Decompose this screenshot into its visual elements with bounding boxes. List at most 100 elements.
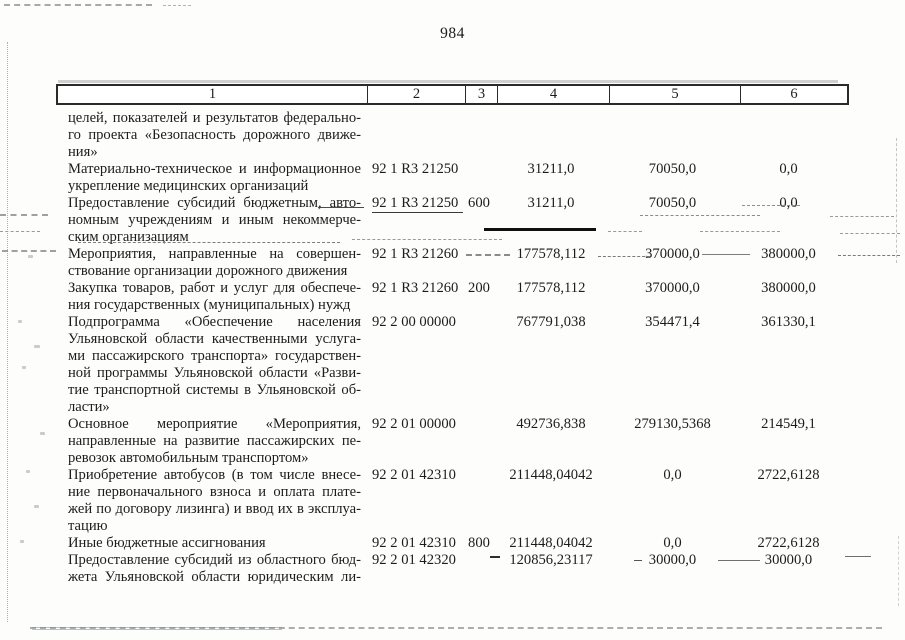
description-line: ми пассажирского транспорта» государстве… (68, 348, 361, 364)
column-header-2: 2 (367, 86, 465, 103)
column-header-3: 3 (465, 86, 497, 103)
scan-artifact-left-margin-line (7, 42, 8, 622)
description-line: Иные бюджетные ассигнования (68, 535, 266, 551)
cell-budget-code: 92 1 R3 21260 (365, 246, 463, 263)
cell-amount-col4: 211448,04042 (509, 467, 593, 483)
cell-budget-code: 92 2 01 42310 (365, 467, 463, 484)
scan-artifact-dash (840, 233, 900, 234)
cell-description: Приобретение автобусов (в том числе внес… (56, 467, 365, 535)
table-row: Закупка товаров, работ и услуг для обесп… (56, 280, 849, 314)
cell-amount-col5: 370000,0 (645, 246, 700, 262)
column-header-4: 4 (497, 86, 609, 103)
cell-description: Закупка товаров, работ и услуг для обесп… (56, 280, 365, 314)
description-line: ной программы Ульяновской области «Разви… (68, 365, 361, 381)
description-line: Приобретение автобусов (в том числе внес… (68, 467, 361, 483)
description-line: ние первоначального взноса и оплата плат… (68, 484, 361, 500)
scan-artifact-bottom-noise (32, 627, 282, 630)
cell-amount-col5: 70050,0 (648, 161, 697, 177)
cell-amount-col4: 767791,038 (516, 314, 586, 330)
scan-artifact-speck (26, 470, 30, 473)
description-line: Материально-техническое и информационное (68, 161, 361, 177)
cell-expense-type: 200 (468, 280, 490, 296)
description-line: укрепление медицинских организаций (68, 178, 309, 194)
description-line: Подпрограмма «Обеспечение населения (68, 314, 361, 330)
description-line: направленные на развитие пассажирских пе… (68, 433, 361, 449)
description-line: ласти» (68, 399, 110, 415)
cell-amount-col6: 30000,0 (764, 552, 813, 568)
cell-budget-code: 92 2 00 00000 (365, 314, 463, 331)
cell-amount-col5: 70050,0 (648, 195, 697, 211)
scan-artifact-right-margin-line (898, 536, 899, 606)
cell-amount-col4: 31211,0 (527, 161, 575, 177)
table-row: Предоставление субсидий из областного бю… (56, 552, 849, 586)
cell-description: Иные бюджетные ассигнования (56, 535, 365, 552)
cell-amount-col6: 2722,6128 (757, 535, 820, 551)
cell-description: Подпрограмма «Обеспечение населения Ульян… (56, 314, 365, 416)
scan-artifact-dash (0, 214, 48, 216)
cell-amount-col5: 0,0 (663, 467, 682, 483)
description-line: тацию (68, 518, 108, 534)
cell-amount-col6: 2722,6128 (757, 467, 820, 483)
table-row: Основное мероприятие «Мероприятия, направ… (56, 416, 849, 467)
scan-artifact-speck (34, 345, 40, 348)
description-line: Закупка товаров, работ и услуг для обесп… (68, 280, 361, 296)
budget-code: 92 1 R3 21260 (372, 280, 459, 296)
description-line: жей по договору лизинга) и ввод их в экс… (68, 501, 361, 517)
scan-artifact-speck (28, 255, 33, 258)
description-line: го проекта «Безопасность дорожного движе… (68, 127, 361, 143)
cell-amount-col4: 177578,112 (516, 280, 586, 296)
table-row: Подпрограмма «Обеспечение населения Ульян… (56, 314, 849, 416)
description-line: целей, показателей и результатов федерал… (68, 110, 361, 126)
scan-artifact-speck (18, 320, 22, 323)
cell-amount-col5: 354471,4 (645, 314, 700, 330)
cell-amount-col6: 214549,1 (761, 416, 816, 432)
scan-artifact-speck (40, 432, 45, 435)
description-line: ния» (68, 144, 98, 160)
table-body: целей, показателей и результатов федерал… (56, 110, 849, 586)
budget-code: 92 2 01 42310 (372, 467, 456, 483)
scan-artifact-top-dash (163, 5, 191, 6)
cell-amount-col4: 492736,838 (516, 416, 586, 432)
table-row: Мероприятия, направленные на совершен-ст… (56, 246, 849, 280)
description-line: Основное мероприятие «Мероприятия, (68, 416, 361, 432)
description-line: тие транспортной системы в Ульяновской о… (68, 382, 361, 398)
cell-budget-code: 92 2 01 00000 (365, 416, 463, 433)
cell-amount-col4: 177578,112 (516, 246, 586, 262)
scan-artifact-speck (34, 505, 39, 508)
budget-code: 92 2 01 42310 (372, 535, 456, 551)
scan-artifact-top-dash (4, 4, 152, 6)
budget-code: 92 1 R3 21250 (372, 161, 459, 177)
description-line: Предоставление субсидий из областного бю… (68, 552, 361, 568)
cell-expense-type: 600 (468, 195, 490, 211)
description-line: ния государственных (муниципальных) нужд (68, 297, 351, 313)
scan-artifact-header-smear (58, 80, 838, 83)
cell-amount-col4: 120856,23117 (509, 552, 593, 568)
description-line: номным учреждениям и иным некоммерче- (68, 212, 361, 228)
column-header-1: 1 (208, 86, 217, 102)
cell-amount-col6: 0,0 (779, 161, 798, 177)
cell-budget-code: 92 1 R3 21250 (365, 161, 463, 178)
description-line: жета Ульяновской области юридическим ли- (68, 569, 361, 585)
description-line: ревозок автомобильным транспортом» (68, 450, 309, 466)
cell-amount-col4: 211448,04042 (509, 535, 593, 551)
cell-budget-code: 92 2 01 42320 (365, 552, 463, 569)
table-row: целей, показателей и результатов федерал… (56, 110, 849, 161)
budget-code: 92 1 R3 21250 (372, 195, 463, 213)
scan-artifact-speck (22, 366, 26, 369)
cell-amount-col5: 30000,0 (648, 552, 697, 568)
budget-code: 92 2 01 00000 (372, 416, 456, 432)
scan-artifact-right-margin-line (896, 138, 897, 263)
page-number: 984 (440, 25, 465, 42)
description-line: Ульяновской области качественными услуга… (68, 331, 361, 347)
cell-description: Предоставление субсидий бюджетным, авто-… (56, 195, 365, 246)
column-header-6: 6 (740, 86, 847, 103)
cell-description: целей, показателей и результатов федерал… (56, 110, 365, 161)
table-row: Иные бюджетные ассигнования 92 2 01 42310… (56, 535, 849, 552)
budget-code: 92 1 R3 21260 (372, 246, 459, 262)
description-line: Мероприятия, направленные на совершен- (68, 246, 361, 262)
description-line: Предоставление субсидий бюджетным, авто- (68, 195, 361, 211)
description-line: ским организациям (68, 229, 189, 245)
cell-budget-code: 92 1 R3 21250 (365, 195, 463, 213)
